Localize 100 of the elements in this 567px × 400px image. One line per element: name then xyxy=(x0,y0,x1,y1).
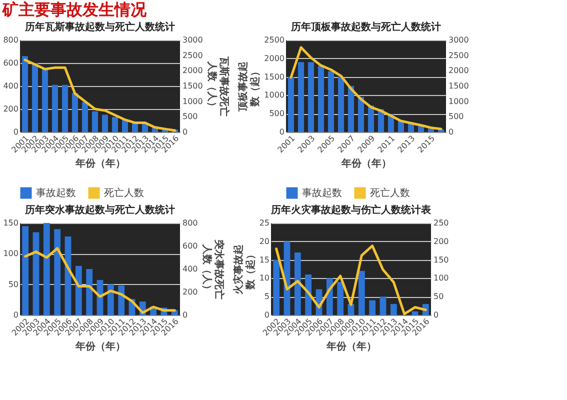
chart-title: 历年火灾事故起数与伤亡人数统计表 xyxy=(270,204,432,216)
y-tick-label: 1000 xyxy=(264,90,284,100)
y2-tick-label: 2000 xyxy=(182,66,203,76)
y2-tick-label: 1500 xyxy=(448,82,469,90)
bar xyxy=(54,229,61,315)
line-series xyxy=(24,247,176,314)
bar xyxy=(380,296,386,315)
legend-label: 事故起数 xyxy=(36,187,76,199)
y-tick-label: 500 xyxy=(269,109,284,118)
bar xyxy=(112,117,118,132)
y-tick-label: 0 xyxy=(13,310,18,320)
bar xyxy=(92,111,98,132)
y-tick-label: 600 xyxy=(3,58,18,68)
line-series xyxy=(275,244,427,316)
bar xyxy=(390,304,397,315)
y2-tick-label: 500 xyxy=(182,112,198,122)
bar xyxy=(328,71,334,132)
bar xyxy=(305,274,312,315)
legend-label: 死亡人数 xyxy=(370,187,410,199)
y2-axis-title: 突水事故死亡人数（人） xyxy=(200,238,225,300)
line-series xyxy=(290,46,442,130)
chart-title: 历年瓦斯事故起数与死亡人数统计 xyxy=(24,21,175,33)
y2-tick-label: 800 xyxy=(182,218,198,228)
bar xyxy=(22,56,28,132)
bar xyxy=(102,114,108,132)
bar xyxy=(107,284,114,315)
bar xyxy=(72,92,78,132)
y2-tick-label: 200 xyxy=(434,236,449,246)
bar xyxy=(82,102,88,132)
bar xyxy=(337,282,344,315)
bar xyxy=(368,106,374,132)
chart-title: 历年顶板事故起数与死亡人数统计 xyxy=(290,21,441,33)
y2-tick-label: 250 xyxy=(434,218,449,228)
bar xyxy=(298,62,304,132)
y2-tick-label: 1500 xyxy=(182,82,203,90)
bar xyxy=(32,63,38,132)
bar xyxy=(369,300,376,315)
y2-tick-label: 1000 xyxy=(182,96,203,106)
y-tick-label: 400 xyxy=(3,82,18,90)
y2-tick-label: 3000 xyxy=(448,36,469,44)
bar xyxy=(348,86,354,132)
y2-tick-label: 150 xyxy=(434,255,449,264)
y2-tick-label: 500 xyxy=(448,112,464,122)
bar xyxy=(294,252,301,315)
bar xyxy=(308,62,314,132)
y2-axis-title: 瓦斯事故死亡人数（人） xyxy=(206,56,230,116)
y-tick-label: 10 xyxy=(259,274,270,283)
bar xyxy=(288,76,294,132)
y-tick-label: 1500 xyxy=(264,72,284,82)
x-axis-title: 年份（年） xyxy=(74,158,126,170)
y-tick-label: 2500 xyxy=(264,36,284,44)
y2-tick-label: 400 xyxy=(182,264,198,274)
y-tick-label: 15 xyxy=(259,255,270,264)
y-tick-label: 800 xyxy=(3,36,18,44)
y-tick-label: 2000 xyxy=(264,54,284,63)
bar xyxy=(22,226,29,315)
y-tick-label: 100 xyxy=(3,249,18,258)
y-tick-label: 25 xyxy=(259,218,270,228)
y2-tick-label: 2000 xyxy=(448,66,469,76)
x-axis-title: 年份（年） xyxy=(340,158,392,170)
y2-tick-label: 0 xyxy=(448,128,454,136)
bar xyxy=(358,97,364,132)
bar xyxy=(338,76,344,132)
y2-tick-label: 100 xyxy=(434,274,449,283)
y2-tick-label: 0 xyxy=(434,310,439,320)
bar xyxy=(43,223,50,315)
y-axis-title: 火灾事故起数（起） xyxy=(232,244,256,294)
bar xyxy=(42,68,48,132)
y2-tick-label: 1000 xyxy=(448,96,469,106)
bar xyxy=(318,66,324,132)
x-axis-title: 年份（年） xyxy=(326,340,376,353)
y-tick-label: 200 xyxy=(3,104,18,114)
y2-tick-label: 2500 xyxy=(448,50,469,60)
bar xyxy=(358,270,365,315)
legend-label: 事故起数 xyxy=(302,187,342,199)
y-tick-label: 0 xyxy=(264,310,270,320)
x-axis-title: 年份（年） xyxy=(74,340,126,353)
y-tick-label: 50 xyxy=(8,280,18,289)
text: 矿主要事故发生情况 xyxy=(2,0,148,19)
y2-tick-label: 2500 xyxy=(182,50,203,60)
y-axis-title: 顶板事故起数（起） xyxy=(237,62,262,112)
bar xyxy=(62,84,68,132)
y2-tick-label: 600 xyxy=(182,242,198,250)
line-series xyxy=(24,58,176,132)
y2-tick-label: 3000 xyxy=(182,36,203,44)
bar xyxy=(86,269,93,315)
y2-tick-label: 200 xyxy=(182,288,198,296)
y2-tick-label: 0 xyxy=(182,128,188,136)
bar xyxy=(273,260,280,315)
bar xyxy=(142,124,148,132)
y-tick-label: 0 xyxy=(13,128,18,136)
y2-tick-label: 0 xyxy=(182,310,188,320)
y-tick-label: 20 xyxy=(259,236,270,246)
bar xyxy=(75,266,82,315)
legend-label: 死亡人数 xyxy=(104,187,144,199)
y-tick-label: 5 xyxy=(264,292,270,302)
y2-tick-label: 50 xyxy=(434,292,444,302)
bar xyxy=(52,84,58,132)
y-tick-label: 0 xyxy=(279,128,284,136)
y-tick-label: 150 xyxy=(3,218,18,228)
